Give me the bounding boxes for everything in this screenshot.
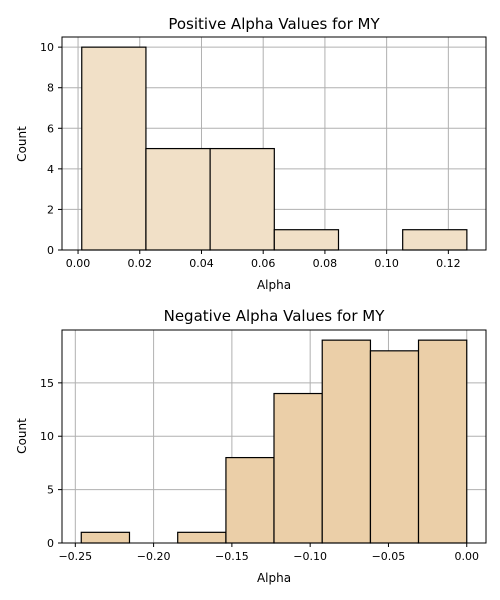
y-tick-label: 4 (47, 163, 54, 176)
chart-title: Positive Alpha Values for MY (168, 15, 380, 33)
y-tick-label: 6 (47, 122, 54, 135)
y-tick-label: 8 (47, 82, 54, 95)
y-tick-label: 10 (40, 430, 54, 443)
x-tick-label: −0.15 (215, 550, 249, 563)
histogram-bar (225, 456, 275, 544)
x-tick-label: 0.06 (251, 257, 276, 270)
histogram-bar (145, 147, 211, 251)
histogram-bar (273, 229, 340, 251)
histogram-bar (81, 46, 147, 251)
positive-alpha-histogram: 0.00 0.02 0.04 0.06 0.08 0.10 0.12 0 2 4 6 8 10 Posi… (15, 15, 487, 292)
x-tick-label: 0.10 (374, 257, 399, 270)
histogram-bar (402, 229, 468, 251)
histogram-bar (80, 531, 131, 544)
chart-title: Negative Alpha Values for MY (164, 307, 386, 325)
histogram-bar (321, 339, 372, 544)
negative-alpha-histogram: −0.25 −0.20 −0.15 −0.10 −0.05 0.00 0 5 10 15 Nega… (15, 307, 487, 585)
y-tick-label: 2 (47, 203, 54, 216)
x-tick-label: 0.02 (128, 257, 153, 270)
y-tick-label: 0 (47, 244, 54, 257)
y-tick-label: 0 (47, 537, 54, 550)
histogram-bar (369, 350, 420, 544)
x-tick-label: −0.10 (293, 550, 327, 563)
y-tick-label: 15 (40, 377, 54, 390)
histogram-bar (417, 339, 468, 544)
y-tick-label: 5 (47, 484, 54, 497)
histogram-bar (177, 531, 227, 544)
x-axis-label: Alpha (257, 571, 291, 585)
x-tick-label: 0.12 (436, 257, 461, 270)
y-axis-label: Count (15, 418, 29, 454)
x-tick-label: 0.00 (454, 550, 479, 563)
x-tick-label: 0.08 (313, 257, 338, 270)
histogram-bar (209, 147, 275, 251)
plot-frame (61, 36, 487, 251)
y-axis-label: Count (15, 126, 29, 162)
x-tick-label: 0.00 (66, 257, 91, 270)
y-tick-label: 10 (40, 41, 54, 54)
x-tick-label: −0.05 (372, 550, 406, 563)
x-tick-label: −0.25 (58, 550, 92, 563)
x-axis-label: Alpha (257, 278, 291, 292)
x-tick-label: −0.20 (137, 550, 171, 563)
histogram-bar (273, 392, 323, 544)
x-tick-label: 0.04 (189, 257, 214, 270)
